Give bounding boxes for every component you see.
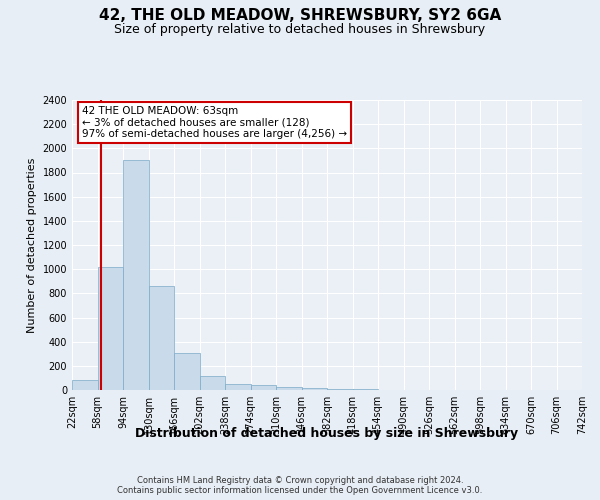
Bar bbox=[123, 160, 149, 390]
Bar bbox=[225, 384, 251, 390]
Bar bbox=[97, 267, 123, 390]
Y-axis label: Number of detached properties: Number of detached properties bbox=[27, 158, 37, 332]
Bar bbox=[149, 286, 174, 390]
Bar bbox=[199, 376, 225, 390]
Text: Contains HM Land Registry data © Crown copyright and database right 2024.
Contai: Contains HM Land Registry data © Crown c… bbox=[118, 476, 482, 495]
Text: Distribution of detached houses by size in Shrewsbury: Distribution of detached houses by size … bbox=[136, 428, 518, 440]
Bar bbox=[72, 380, 97, 390]
Bar bbox=[174, 352, 199, 390]
Bar bbox=[276, 387, 302, 390]
Text: Size of property relative to detached houses in Shrewsbury: Size of property relative to detached ho… bbox=[115, 22, 485, 36]
Text: 42, THE OLD MEADOW, SHREWSBURY, SY2 6GA: 42, THE OLD MEADOW, SHREWSBURY, SY2 6GA bbox=[99, 8, 501, 22]
Text: 42 THE OLD MEADOW: 63sqm
← 3% of detached houses are smaller (128)
97% of semi-d: 42 THE OLD MEADOW: 63sqm ← 3% of detache… bbox=[82, 106, 347, 139]
Bar bbox=[302, 388, 327, 390]
Bar bbox=[327, 389, 353, 390]
Bar bbox=[251, 385, 276, 390]
